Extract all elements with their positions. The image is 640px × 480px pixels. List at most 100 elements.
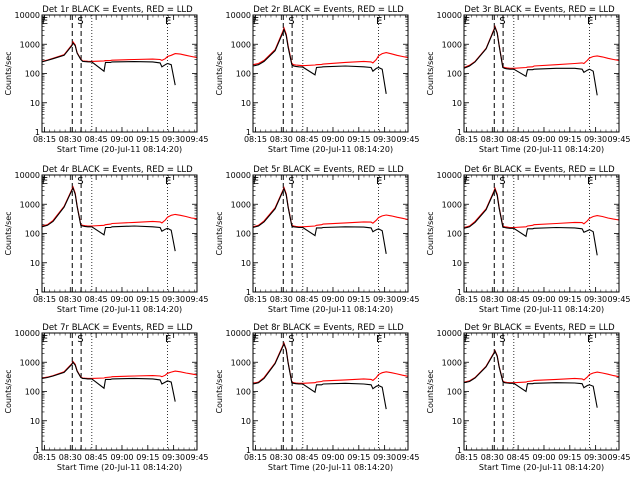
marker-label: E	[42, 334, 48, 345]
marker-label: S	[499, 334, 505, 345]
x-axis-label: Start Time (20-Jul-11 08:14:20)	[57, 145, 182, 154]
x-tick-label: 09:00	[532, 453, 555, 462]
lld-series-line	[41, 360, 198, 379]
panel-title: Det 7r BLACK = Events, RED = LLD	[42, 323, 193, 333]
events-series-line	[41, 41, 176, 86]
y-tick-label: 10000	[15, 329, 40, 338]
events-series-line	[463, 25, 598, 96]
x-tick-label: 09:30	[584, 295, 607, 304]
panel-7: Det 7r BLACK = Events, RED = LLD Counts/s…	[4, 323, 209, 472]
y-tick-label: 1	[35, 128, 40, 137]
y-tick-label: 1000	[20, 200, 40, 209]
marker-label: E	[165, 176, 171, 187]
panel-title: Det 9r BLACK = Events, RED = LLD	[464, 323, 615, 333]
y-tick-label: 10	[30, 99, 40, 108]
x-tick-label: 09:15	[136, 135, 159, 144]
y-tick-label: 10000	[226, 171, 251, 180]
x-tick-label: 09:30	[373, 295, 396, 304]
y-tick-label: 1	[246, 128, 251, 137]
x-axis-label: Start Time (20-Jul-11 08:14:20)	[57, 305, 182, 314]
marker-label: E	[587, 176, 593, 187]
panel-title: Det 6r BLACK = Events, RED = LLD	[464, 165, 615, 175]
x-tick-label: 09:00	[532, 295, 555, 304]
x-tick-label: 08:45	[85, 135, 108, 144]
x-tick-label: 08:15	[455, 135, 478, 144]
x-tick-label: 09:00	[110, 295, 133, 304]
marker-label: S	[288, 334, 294, 345]
marker-label: S	[77, 16, 83, 27]
plot-frame	[252, 174, 409, 293]
events-series-line	[41, 361, 176, 402]
y-axis-label: Counts/sec	[4, 369, 13, 413]
x-tick-label: 08:15	[244, 453, 267, 462]
y-tick-label: 1000	[231, 358, 251, 367]
x-axis-label: Start Time (20-Jul-11 08:14:20)	[268, 305, 393, 314]
x-tick-label: 09:45	[396, 295, 419, 304]
y-tick-label: 10000	[226, 329, 251, 338]
y-tick-label: 1	[35, 288, 40, 297]
x-tick-label: 09:15	[558, 135, 581, 144]
y-axis-label: Counts/sec	[426, 211, 435, 255]
x-tick-label: 09:45	[185, 453, 208, 462]
y-tick-label: 100	[25, 230, 40, 239]
y-tick-label: 1000	[20, 358, 40, 367]
x-tick-label: 09:45	[607, 135, 630, 144]
x-tick-label: 08:15	[33, 135, 56, 144]
y-tick-label: 10	[452, 99, 462, 108]
x-tick-label: 08:45	[85, 295, 108, 304]
y-tick-label: 10	[452, 259, 462, 268]
y-tick-label: 1000	[231, 40, 251, 49]
events-series-line	[252, 342, 387, 410]
x-tick-label: 08:30	[481, 295, 504, 304]
y-tick-label: 100	[447, 388, 462, 397]
lld-series-line	[41, 40, 198, 62]
y-tick-label: 1000	[442, 200, 462, 209]
lld-series-line	[463, 349, 620, 384]
x-tick-label: 09:15	[347, 295, 370, 304]
x-tick-label: 09:45	[607, 453, 630, 462]
y-tick-label: 10000	[15, 171, 40, 180]
y-tick-label: 1	[457, 128, 462, 137]
panel-8: Det 8r BLACK = Events, RED = LLD Counts/s…	[215, 323, 420, 472]
y-tick-label: 1	[457, 446, 462, 455]
x-tick-label: 09:30	[162, 135, 185, 144]
x-tick-label: 09:00	[321, 295, 344, 304]
marker-label: E	[253, 176, 259, 187]
x-tick-label: 08:15	[455, 453, 478, 462]
plot-frame	[463, 14, 620, 133]
x-tick-label: 09:45	[396, 135, 419, 144]
y-tick-label: 100	[236, 388, 251, 397]
x-tick-label: 09:00	[110, 135, 133, 144]
x-tick-label: 09:00	[532, 135, 555, 144]
y-tick-label: 10	[30, 417, 40, 426]
x-tick-label: 08:30	[270, 295, 293, 304]
y-tick-label: 1	[457, 288, 462, 297]
marker-label: E	[376, 176, 382, 187]
events-series-line	[41, 186, 176, 252]
panel-title: Det 3r BLACK = Events, RED = LLD	[464, 5, 615, 15]
y-tick-label: 1	[246, 446, 251, 455]
y-tick-label: 10000	[437, 11, 462, 20]
y-tick-label: 10000	[437, 171, 462, 180]
marker-label: E	[165, 16, 171, 27]
x-axis-label: Start Time (20-Jul-11 08:14:20)	[479, 305, 604, 314]
y-tick-label: 100	[447, 230, 462, 239]
marker-label: E	[165, 334, 171, 345]
x-tick-label: 09:00	[110, 453, 133, 462]
panel-title: Det 4r BLACK = Events, RED = LLD	[42, 165, 193, 175]
x-tick-label: 09:30	[373, 453, 396, 462]
x-tick-label: 09:00	[321, 453, 344, 462]
x-tick-label: 09:45	[185, 295, 208, 304]
panel-title: Det 5r BLACK = Events, RED = LLD	[253, 165, 404, 175]
x-tick-label: 09:30	[584, 135, 607, 144]
y-tick-label: 1000	[20, 40, 40, 49]
y-tick-label: 10	[241, 99, 251, 108]
lld-series-line	[252, 341, 409, 384]
x-tick-label: 08:15	[244, 295, 267, 304]
y-axis-label: Counts/sec	[215, 51, 224, 95]
x-tick-label: 08:15	[33, 453, 56, 462]
panel-3: Det 3r BLACK = Events, RED = LLD Counts/s…	[426, 5, 631, 154]
panel-title: Det 2r BLACK = Events, RED = LLD	[253, 5, 404, 15]
marker-label: E	[587, 16, 593, 27]
